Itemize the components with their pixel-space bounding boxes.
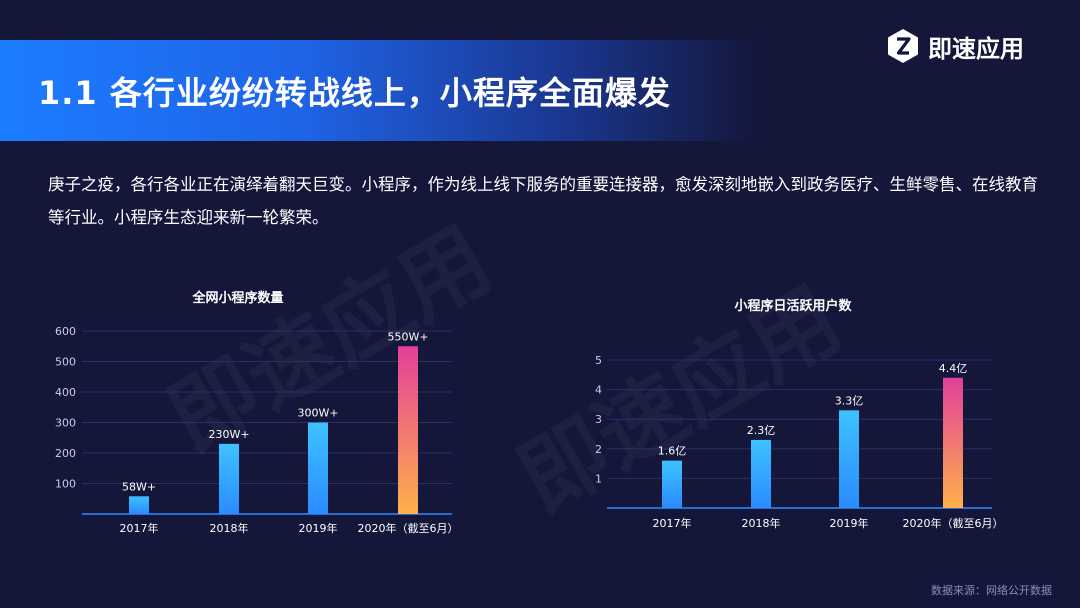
y-tick-label: 400 [55, 386, 76, 399]
intro-paragraph: 庚子之疫，各行各业正在演绎着翻天巨变。小程序，作为线上线下服务的重要连接器，愈发… [48, 175, 1038, 227]
bar-data-label: 58W+ [122, 480, 156, 493]
x-tick-label: 2020年（截至6月） [358, 521, 459, 535]
bar [398, 346, 418, 514]
brand-logo: 即速应用 [886, 28, 1024, 64]
z-hexagon-logo-icon [888, 29, 918, 63]
y-tick-label: 200 [55, 447, 76, 460]
bar-data-label: 2.3亿 [747, 424, 776, 437]
y-tick-label: 300 [55, 417, 76, 430]
page-title: 1.1 各行业纷纷转战线上，小程序全面爆发 [38, 74, 671, 112]
y-tick-label: 4 [595, 384, 602, 397]
bar-data-label: 550W+ [387, 330, 428, 343]
bar-data-label: 230W+ [208, 428, 249, 441]
bar [751, 439, 771, 508]
chart-title: 小程序日活跃用户数 [734, 298, 852, 314]
y-tick-label: 1 [595, 472, 602, 485]
x-tick-label: 2019年 [299, 521, 338, 535]
title-banner [0, 40, 760, 141]
x-tick-label: 2018年 [210, 521, 249, 535]
bar-data-label: 4.4亿 [939, 362, 968, 375]
chart-title: 全网小程序数量 [191, 290, 283, 306]
y-tick-label: 5 [595, 354, 602, 367]
y-tick-label: 100 [55, 478, 76, 491]
bar [839, 410, 859, 508]
x-tick-label: 2017年 [120, 521, 159, 535]
x-tick-label: 2020年（截至6月） [903, 516, 1004, 530]
data-source-note: 数据来源：网络公开数据 [931, 584, 1052, 597]
bar-data-label: 1.6亿 [658, 445, 687, 458]
bar [943, 377, 963, 508]
bar-data-label: 3.3亿 [835, 394, 864, 407]
bar-data-label: 300W+ [297, 407, 338, 420]
chart-daily-active-users: 小程序日活跃用户数 1 2 3 4 5 1.6亿 2017年 2.3亿 2018年 3.3亿 2019… [595, 298, 1004, 530]
bar [308, 422, 328, 514]
bar [662, 460, 682, 508]
y-tick-label: 2 [595, 443, 602, 456]
x-tick-label: 2019年 [830, 516, 869, 530]
y-tick-label: 3 [595, 413, 602, 426]
brand-name: 即速应用 [928, 34, 1024, 63]
y-tick-label: 500 [55, 356, 76, 369]
x-tick-label: 2018年 [742, 516, 781, 530]
y-tick-label: 600 [55, 325, 76, 338]
chart-miniprogram-count: 全网小程序数量 100 200 300 400 500 600 58W+ 2017年 230W+ 2… [55, 290, 459, 535]
bar [219, 443, 239, 514]
x-tick-label: 2017年 [653, 516, 692, 530]
bar [129, 496, 149, 514]
